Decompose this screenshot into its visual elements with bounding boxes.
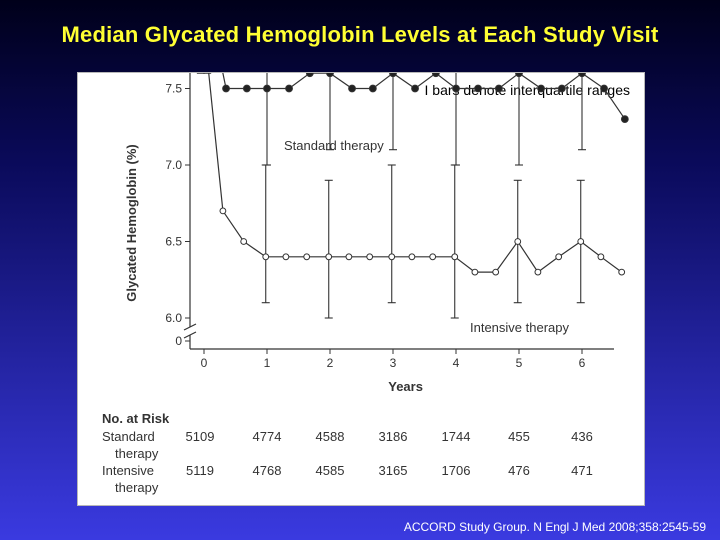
y-axis-title: Glycated Hemoglobin (%) <box>124 144 139 301</box>
standard-point <box>557 84 566 93</box>
risk-table-row-label: Intensive <box>102 463 154 478</box>
risk-table-row-label: therapy <box>115 480 159 495</box>
risk-table-cell: 4774 <box>253 429 282 444</box>
standard-point <box>452 84 460 93</box>
standard-point <box>222 84 230 93</box>
intensive-point <box>534 268 542 276</box>
x-tick-label: 5 <box>516 356 523 370</box>
citation: ACCORD Study Group. N Engl J Med 2008;35… <box>403 520 706 534</box>
chart-svg: I bars denote interquartile ranges9.08.5… <box>102 73 630 495</box>
standard-point <box>474 84 482 93</box>
intensive-point <box>471 268 479 276</box>
y-tick-label: 6.5 <box>165 235 182 249</box>
standard-point <box>494 84 503 93</box>
risk-table-cell: 436 <box>571 429 593 444</box>
risk-table-cell: 1706 <box>442 463 471 478</box>
intensive-point <box>451 253 459 261</box>
x-tick-label: 3 <box>390 356 397 370</box>
risk-table-cell: 3186 <box>379 429 408 444</box>
risk-table-cell: 4768 <box>253 463 282 478</box>
standard-point <box>620 115 629 123</box>
intensive-point <box>366 253 374 261</box>
risk-table-cell: 471 <box>571 463 593 478</box>
x-axis-title: Years <box>388 379 423 394</box>
risk-table-cell: 1744 <box>442 429 471 444</box>
y-tick-label: 6.0 <box>165 311 182 325</box>
standard-point <box>326 73 334 78</box>
standard-point <box>263 84 271 93</box>
intensive-point <box>388 253 396 261</box>
intensive-point <box>262 253 270 261</box>
risk-table-cell: 5109 <box>186 429 215 444</box>
intensive-point <box>219 207 227 215</box>
standard-point <box>368 84 377 93</box>
chart-panel: I bars denote interquartile ranges9.08.5… <box>77 72 645 506</box>
standard-point <box>600 84 608 93</box>
x-tick-label: 2 <box>327 356 334 370</box>
standard-point <box>389 73 397 78</box>
risk-table-cell: 4585 <box>316 463 345 478</box>
standard-point <box>242 84 251 93</box>
y-axis-break-mark <box>183 323 197 331</box>
y-tick-label: 7.0 <box>165 158 182 172</box>
label-standard-therapy: Standard therapy <box>284 138 384 153</box>
standard-point <box>348 84 356 93</box>
intensive-point <box>597 253 605 261</box>
risk-table-row-label: therapy <box>115 446 159 461</box>
standard-point <box>537 84 545 93</box>
intensive-point <box>240 238 248 245</box>
y-tick-label: 0 <box>175 334 182 348</box>
intensive-series-line <box>208 73 623 273</box>
intensive-point <box>325 253 333 261</box>
intensive-point <box>282 253 290 261</box>
standard-point <box>411 84 419 93</box>
intensive-point <box>618 268 626 276</box>
standard-point <box>305 73 314 78</box>
x-tick-label: 0 <box>201 356 208 370</box>
intensive-point <box>555 253 563 261</box>
standard-point <box>578 73 586 78</box>
slide-title: Median Glycated Hemoglobin Levels at Eac… <box>61 22 659 47</box>
risk-table-cell: 455 <box>508 429 530 444</box>
intensive-point <box>345 253 353 261</box>
y-tick-label: 7.5 <box>165 82 182 96</box>
intensive-point <box>408 253 416 261</box>
risk-table-cell: 4588 <box>316 429 345 444</box>
standard-point <box>515 73 523 78</box>
risk-table-title: No. at Risk <box>102 411 170 426</box>
y-axis-break-mark <box>183 331 197 339</box>
x-tick-label: 6 <box>579 356 586 370</box>
risk-table-row-label: Standard <box>102 429 155 444</box>
x-tick-label: 4 <box>453 356 460 370</box>
intensive-point <box>577 238 585 245</box>
intensive-point <box>429 253 437 261</box>
x-tick-label: 1 <box>264 356 271 370</box>
risk-table-cell: 3165 <box>379 463 408 478</box>
intensive-point <box>303 253 311 261</box>
standard-point <box>285 84 293 93</box>
standard-point <box>431 73 440 78</box>
intensive-point <box>514 238 522 245</box>
label-intensive-therapy: Intensive therapy <box>470 320 570 335</box>
risk-table-cell: 476 <box>508 463 530 478</box>
intensive-point <box>492 268 500 276</box>
risk-table-cell: 5119 <box>186 463 214 478</box>
